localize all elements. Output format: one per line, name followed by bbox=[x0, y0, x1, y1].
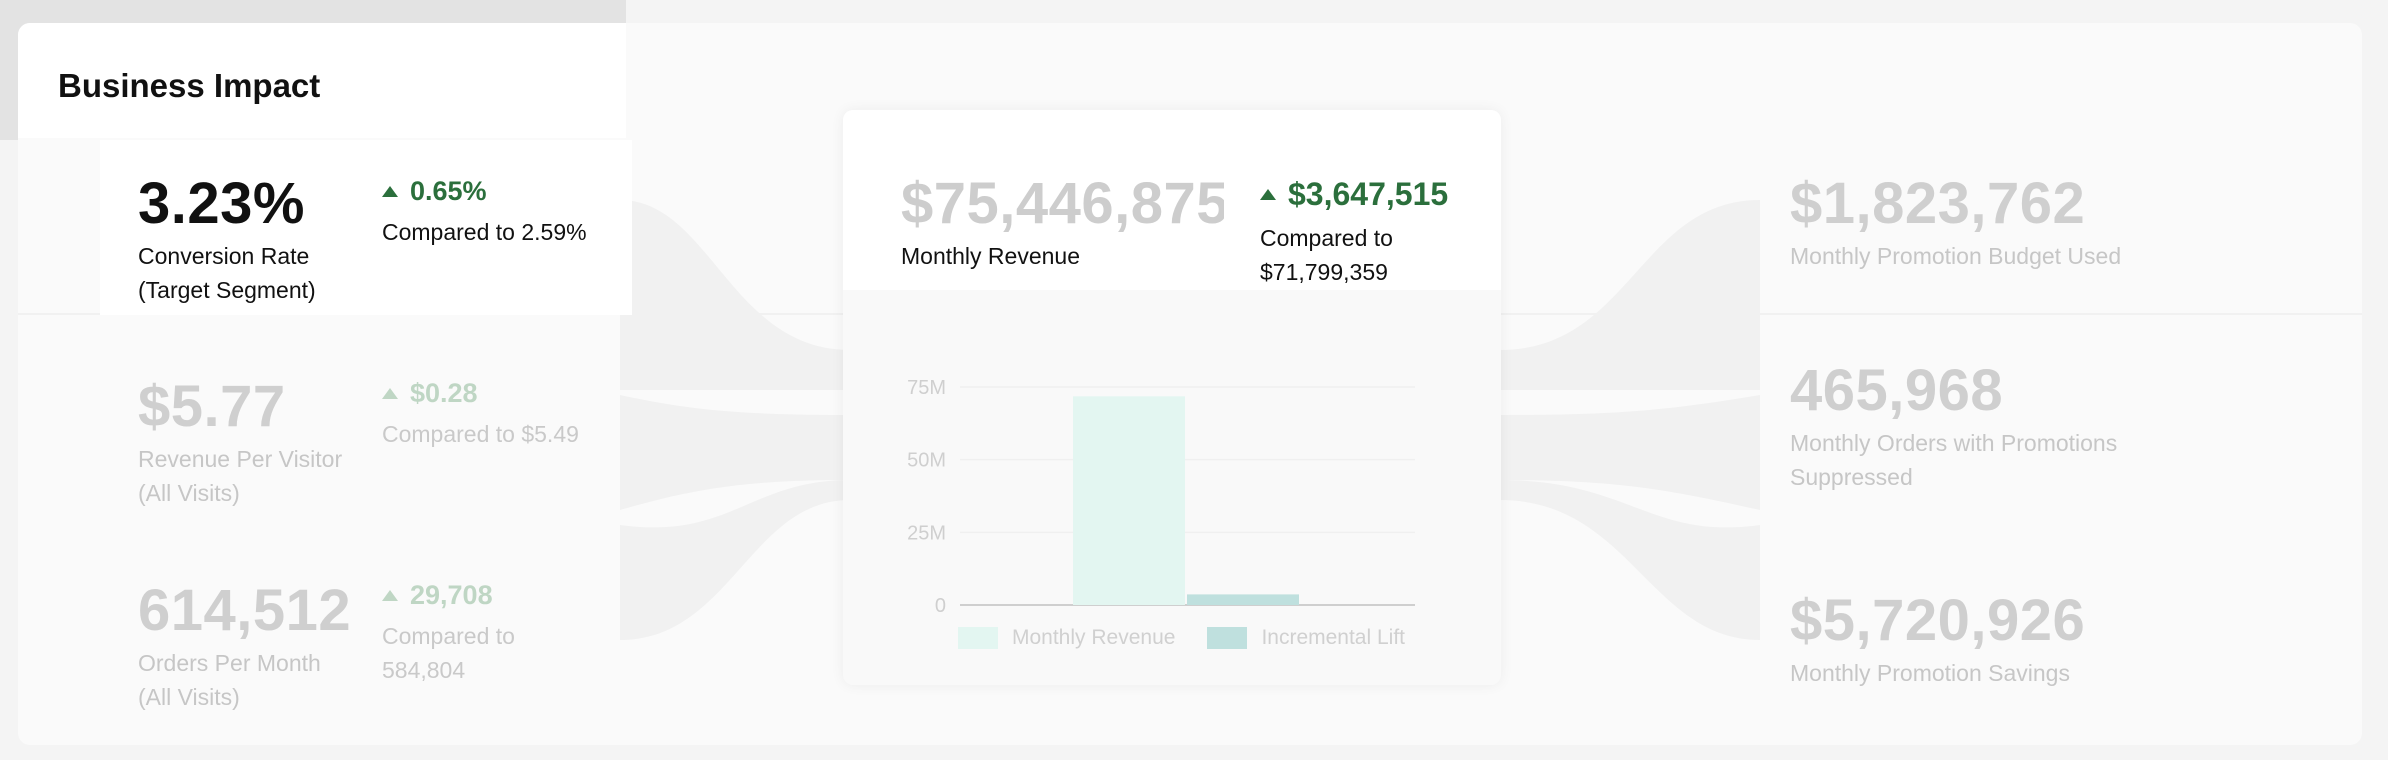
y-tick-label: 50M bbox=[907, 450, 946, 472]
legend-label-revenue: Monthly Revenue bbox=[1012, 626, 1176, 649]
revenue-bar-chart: 0 25M 50M 75M bbox=[907, 377, 1415, 617]
chart-legend: Monthly Revenue Incremental Lift bbox=[958, 626, 1405, 650]
kpi-value: 3.23% bbox=[138, 171, 305, 236]
y-tick-label: 25M bbox=[907, 522, 946, 544]
kpi-highlight bbox=[100, 140, 632, 315]
kpi-value: $5.77 bbox=[138, 374, 286, 439]
kpi-label: Monthly Revenue bbox=[901, 243, 1080, 269]
flow-connector-left bbox=[620, 200, 850, 640]
y-tick-label: 75M bbox=[907, 377, 946, 399]
kpi-promotion-budget-used: $1,823,762 Monthly Promotion Budget Used bbox=[1790, 175, 2121, 273]
triangle-up-icon bbox=[382, 388, 398, 399]
kpi-orders-promotions-suppressed: 465,968 Monthly Orders with Promotions S… bbox=[1790, 362, 2117, 494]
bar-monthly-revenue bbox=[1073, 396, 1185, 605]
title-highlight bbox=[18, 23, 626, 138]
y-tick-label: 0 bbox=[935, 595, 946, 617]
kpi-value: $1,823,762 bbox=[1790, 171, 2086, 236]
kpi-label: Revenue Per Visitor (All Visits) bbox=[138, 446, 343, 506]
kpi-delta-orders: 29,708 Compared to 584,804 bbox=[382, 580, 515, 683]
flow-connector-right bbox=[1500, 200, 1760, 640]
kpi-value: 465,968 bbox=[1790, 358, 2004, 423]
card-title: Business Impact bbox=[58, 67, 321, 104]
kpi-label: Monthly Promotion Savings bbox=[1790, 660, 2070, 686]
kpi-value: $75,446,875 bbox=[901, 171, 1230, 236]
kpi-delta-revenue-per-visitor: $0.28 Compared to $5.49 bbox=[382, 378, 579, 447]
kpi-orders-per-month: 614,512 Orders Per Month (All Visits) bbox=[138, 582, 351, 714]
triangle-up-icon bbox=[1260, 189, 1276, 200]
legend-swatch-revenue bbox=[958, 627, 998, 649]
kpi-label: Orders Per Month (All Visits) bbox=[138, 650, 321, 710]
kpi-value: 614,512 bbox=[138, 578, 352, 643]
kpi-monthly-revenue: $75,446,875 Monthly Revenue bbox=[901, 175, 1229, 273]
kpi-revenue-per-visitor: $5.77 Revenue Per Visitor (All Visits) bbox=[138, 378, 342, 510]
triangle-up-icon bbox=[382, 186, 398, 197]
kpi-conversion-rate: 3.23% Conversion Rate (Target Segment) bbox=[138, 175, 316, 307]
bar-incremental-lift bbox=[1187, 594, 1299, 605]
kpi-label: Monthly Orders with Promotions Suppresse… bbox=[1790, 430, 2118, 490]
kpi-delta-monthly-revenue: $3,647,515 Compared to $71,799,359 bbox=[1260, 176, 1449, 285]
legend-swatch-lift bbox=[1207, 627, 1248, 649]
delta-highlight bbox=[1224, 140, 1500, 290]
legend-label-lift: Incremental Lift bbox=[1261, 626, 1406, 649]
kpi-value: $5,720,926 bbox=[1790, 588, 2086, 653]
kpi-label: Conversion Rate (Target Segment) bbox=[138, 243, 316, 303]
kpi-promotion-savings: $5,720,926 Monthly Promotion Savings bbox=[1790, 592, 2085, 690]
kpi-delta-conversion: 0.65% Compared to 2.59% bbox=[382, 176, 587, 245]
kpi-label: Monthly Promotion Budget Used bbox=[1790, 243, 2122, 269]
triangle-up-icon bbox=[382, 590, 398, 601]
